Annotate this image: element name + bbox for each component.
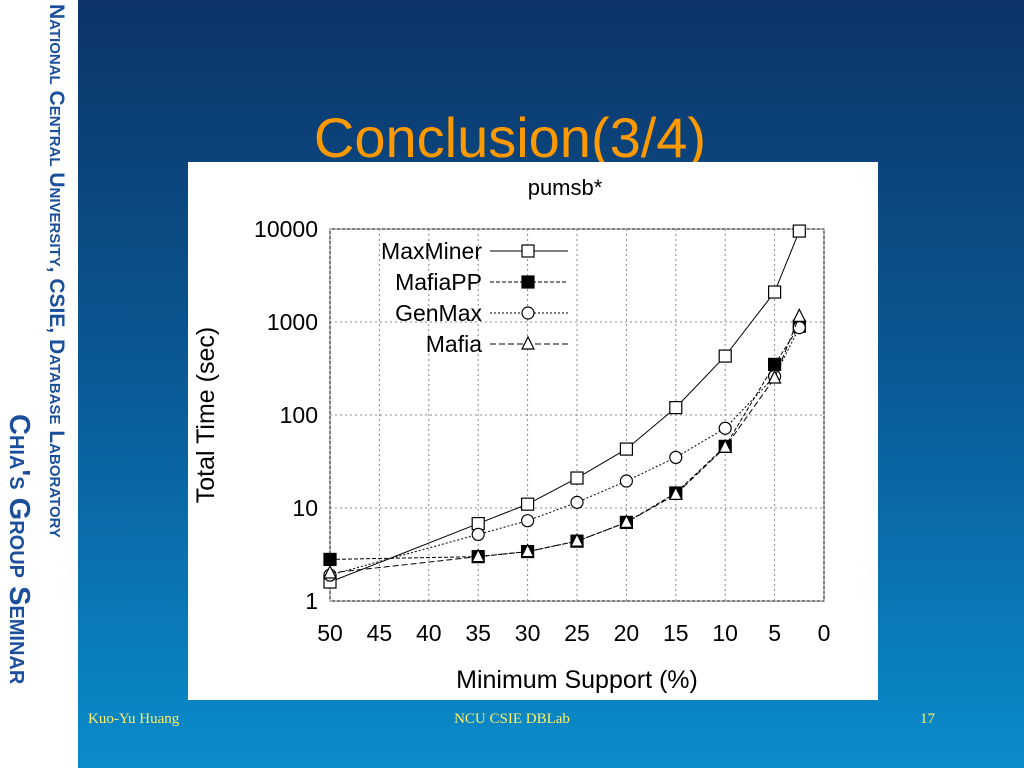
marker — [521, 275, 535, 289]
marker — [471, 527, 485, 542]
marker — [669, 401, 683, 415]
x-tick-label: 0 — [818, 620, 831, 646]
x-tick-label: 45 — [367, 620, 393, 646]
marker — [521, 244, 535, 258]
legend-label: Mafia — [426, 331, 482, 357]
marker — [767, 369, 782, 384]
sidebar-line: National Central University, CSIE, Datab… — [45, 4, 68, 538]
x-tick-label: 35 — [465, 620, 491, 646]
x-tick-label: 25 — [564, 620, 590, 646]
marker — [471, 548, 486, 563]
x-tick-label: 50 — [317, 620, 343, 646]
marker — [471, 516, 485, 531]
x-tick-label: 5 — [768, 620, 781, 646]
x-axis-label: Minimum Support (%) — [456, 666, 698, 694]
marker — [619, 514, 634, 529]
x-tick-label: 40 — [416, 620, 442, 646]
marker — [718, 421, 732, 435]
marker — [520, 497, 535, 511]
marker — [767, 285, 782, 299]
x-tick-label: 10 — [712, 620, 738, 646]
marker — [520, 514, 535, 528]
marker — [792, 308, 807, 322]
marker — [669, 450, 683, 465]
marker — [619, 474, 634, 488]
marker — [718, 438, 733, 453]
footer-left: Kuo-Yu Huang — [88, 711, 180, 727]
y-tick-label: 10000 — [254, 216, 318, 242]
y-tick-label: 1 — [305, 588, 318, 614]
marker — [668, 486, 683, 501]
marker — [521, 335, 535, 350]
footer-center: NCU CSIE DBLab — [454, 711, 570, 727]
marker — [323, 564, 337, 579]
y-tick-label: 100 — [280, 402, 318, 428]
legend-label: MaxMiner — [381, 238, 482, 264]
legend-label: GenMax — [395, 300, 482, 326]
marker — [521, 306, 535, 320]
marker — [323, 552, 337, 567]
marker — [520, 543, 535, 558]
marker — [619, 442, 634, 456]
x-tick-label: 30 — [515, 620, 541, 646]
footer-right: 17 — [920, 711, 936, 727]
x-tick-label: 15 — [663, 620, 689, 646]
x-tick-label: 20 — [614, 620, 640, 646]
y-axis-label: Total Time (sec) — [192, 327, 220, 503]
marker — [792, 224, 806, 238]
y-tick-label: 1000 — [267, 309, 318, 335]
marker — [570, 471, 584, 485]
sidebar — [0, 0, 78, 768]
chart-title: pumsb* — [528, 175, 603, 200]
marker — [718, 349, 732, 363]
marker — [570, 532, 584, 547]
sidebar-line: Chia's Group Seminar — [3, 414, 35, 685]
slide-title: Conclusion(3/4) — [314, 106, 706, 169]
legend-label: MafiaPP — [395, 269, 482, 295]
marker — [570, 495, 584, 509]
marker — [792, 321, 806, 335]
y-tick-label: 10 — [292, 495, 318, 521]
